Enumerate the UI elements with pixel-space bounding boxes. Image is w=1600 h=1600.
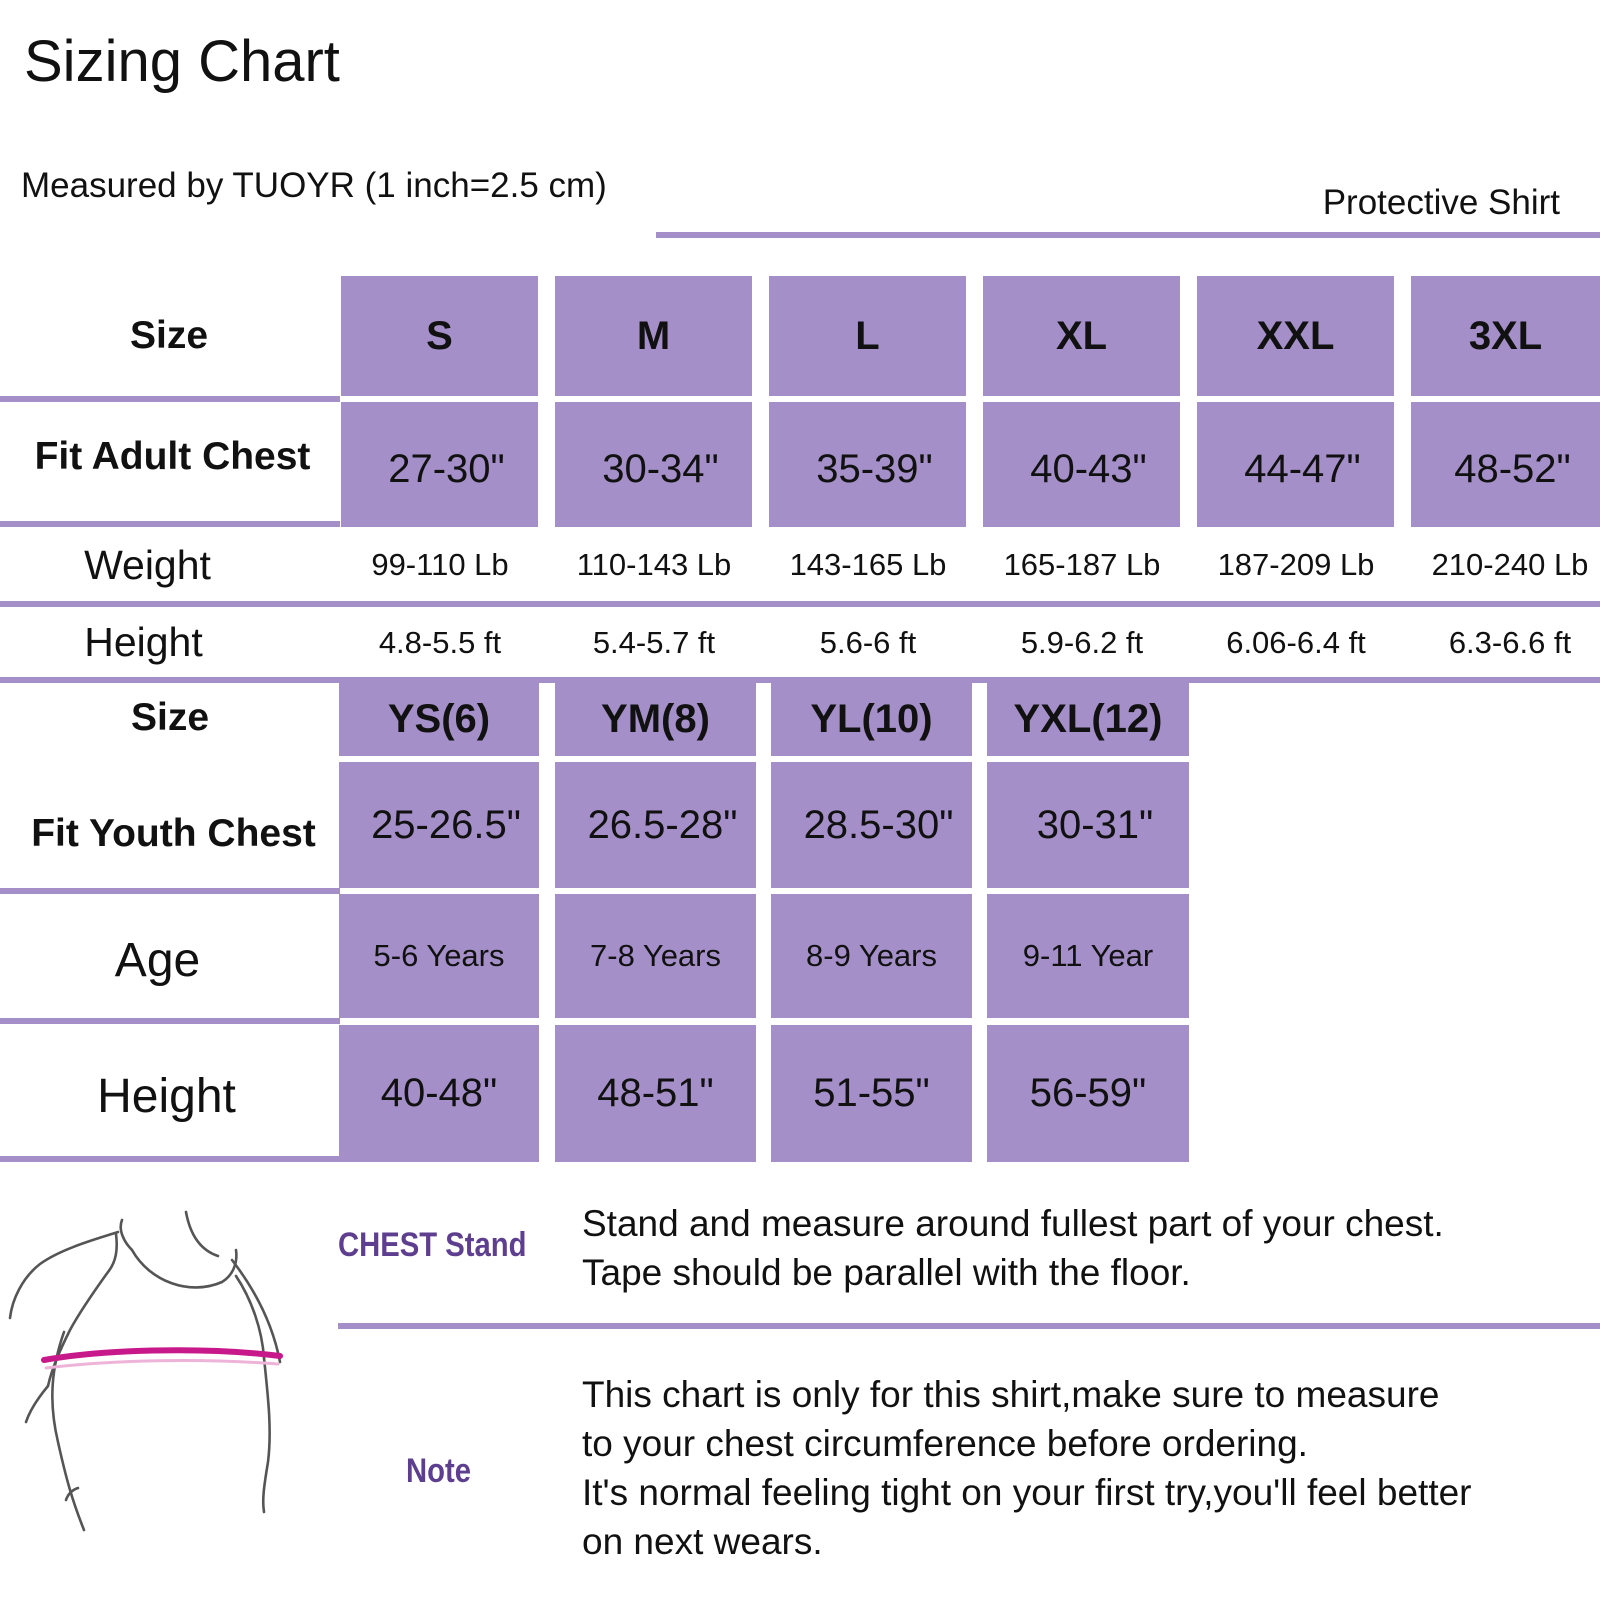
youth-size-header: YM(8)	[555, 683, 756, 756]
youth-chest-value: 26.5-28"	[555, 762, 756, 888]
youth-height-value: 48-51"	[555, 1025, 756, 1162]
note-line: It's normal feeling tight on your first …	[582, 1472, 1472, 1513]
youth-height-value: 51-55"	[771, 1025, 972, 1162]
torso-measurement-illustration	[8, 1210, 283, 1532]
adult-weight-label: Weight	[84, 541, 211, 588]
adult-chest-value: 44-47"	[1197, 402, 1394, 527]
product-name: Protective Shirt	[1322, 183, 1560, 222]
adult-weight-value: 187-209 Lb	[1217, 547, 1375, 582]
chest-instruction-line: Stand and measure around fullest part of…	[582, 1203, 1444, 1244]
row-divider	[0, 1156, 340, 1162]
note-line: This chart is only for this shirt,make s…	[582, 1374, 1440, 1415]
youth-size-label: Size	[130, 696, 210, 739]
product-underline	[656, 232, 1600, 238]
youth-size-header: YL(10)	[771, 683, 972, 756]
adult-weight-value: 165-187 Lb	[1003, 547, 1161, 582]
row-divider	[0, 888, 340, 894]
adult-size-header: XL	[983, 276, 1180, 396]
row-divider	[0, 1018, 340, 1024]
row-divider	[0, 677, 1600, 683]
page-title: Sizing Chart	[24, 29, 340, 94]
adult-chest-value: 40-43"	[983, 402, 1180, 527]
adult-chest-value: 35-39"	[769, 402, 966, 527]
notes-divider	[338, 1323, 1600, 1329]
adult-height-value: 6.3-6.6 ft	[1448, 625, 1572, 660]
note-label: Note	[406, 1452, 471, 1490]
adult-height-value: 5.6-6 ft	[819, 625, 917, 660]
adult-height-value: 5.4-5.7 ft	[592, 625, 716, 660]
adult-height-value: 5.9-6.2 ft	[1020, 625, 1144, 660]
adult-size-label: Size	[129, 314, 209, 357]
adult-size-header: S	[341, 276, 538, 396]
chest-instruction-line: Tape should be parallel with the floor.	[582, 1252, 1191, 1293]
adult-height-label: Height	[84, 618, 203, 665]
youth-chest-value: 25-26.5"	[339, 762, 539, 888]
adult-height-value: 6.06-6.4 ft	[1226, 625, 1366, 660]
youth-age-value: 9-11 Year	[987, 894, 1189, 1018]
row-divider	[0, 396, 340, 402]
adult-weight-value: 210-240 Lb	[1431, 547, 1589, 582]
adult-size-header: M	[555, 276, 752, 396]
youth-height-label: Height	[97, 1069, 236, 1123]
adult-size-header: XXL	[1197, 276, 1394, 396]
youth-height-value: 56-59"	[987, 1025, 1189, 1162]
youth-age-value: 7-8 Years	[555, 894, 756, 1018]
adult-weight-value: 99-110 Lb	[371, 547, 509, 582]
youth-chest-value: 28.5-30"	[771, 762, 972, 888]
adult-size-header: 3XL	[1411, 276, 1600, 396]
adult-size-header: L	[769, 276, 966, 396]
youth-age-label: Age	[114, 933, 201, 987]
youth-age-value: 8-9 Years	[771, 894, 972, 1018]
adult-chest-value: 27-30"	[341, 402, 538, 527]
row-divider	[0, 601, 1600, 607]
youth-size-header: YXL(12)	[987, 683, 1189, 756]
adult-chest-value: 48-52"	[1411, 402, 1600, 527]
youth-chest-value: 30-31"	[987, 762, 1189, 888]
youth-age-value: 5-6 Years	[339, 894, 539, 1018]
adult-chest-label: Fit Adult Chest	[34, 435, 311, 478]
note-line: on next wears.	[582, 1521, 823, 1562]
chest-instructions: Stand and measure around fullest part of…	[582, 1199, 1444, 1297]
youth-size-header: YS(6)	[339, 683, 539, 756]
youth-height-value: 40-48"	[339, 1025, 539, 1162]
youth-chest-label: Fit Youth Chest	[31, 812, 316, 855]
adult-weight-value: 110-143 Lb	[576, 547, 732, 582]
measurement-note: Measured by TUOYR (1 inch=2.5 cm)	[21, 166, 607, 205]
adult-chest-value: 30-34"	[555, 402, 752, 527]
chest-stand-label: CHEST Stand	[338, 1226, 527, 1264]
adult-height-value: 4.8-5.5 ft	[378, 625, 502, 660]
note-text: This chart is only for this shirt,make s…	[582, 1370, 1472, 1566]
row-divider	[0, 521, 340, 527]
note-line: to your chest circumference before order…	[582, 1423, 1308, 1464]
adult-weight-value: 143-165 Lb	[789, 547, 947, 582]
